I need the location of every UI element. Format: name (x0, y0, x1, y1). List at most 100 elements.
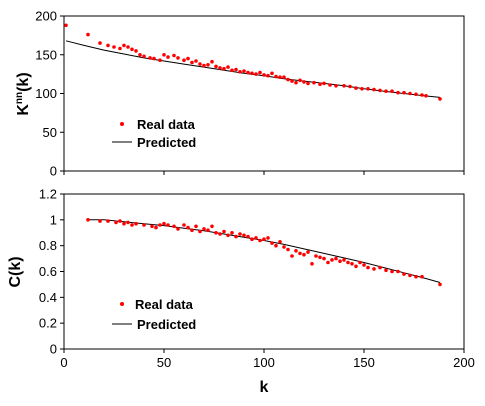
knn-real-data-point (378, 88, 382, 93)
clustering-real-data-point (190, 228, 194, 232)
knn-real-data-point (342, 84, 346, 88)
clustering-real-data-point (114, 220, 118, 225)
knn-real-data-point (152, 56, 156, 61)
knn-real-data-point (112, 45, 116, 49)
knn-legend: Real data Predicted (112, 117, 196, 150)
knn-real-data-point (282, 75, 286, 79)
clustering-real-data-point (290, 254, 294, 258)
clustering-real-data-point (166, 223, 170, 227)
knn-y-axis-label: Knn(k) (14, 72, 32, 115)
knn-real-data-point (354, 86, 358, 90)
knn-x-axis (63, 171, 465, 175)
clustering-real-data-point (258, 238, 262, 243)
knn-y-tick-label: 50 (43, 125, 57, 140)
knn-legend-real-marker (120, 122, 124, 126)
clustering-real-data-point (282, 245, 286, 249)
knn-real-data-point (366, 87, 370, 91)
clustering-real-data-point (396, 269, 400, 274)
knn-real-data-point (438, 97, 442, 101)
clustering-real-data-point (298, 251, 302, 256)
clustering-real-data-point (202, 227, 206, 231)
knn-real-data-point (186, 56, 190, 61)
knn-real-data-point (408, 91, 412, 96)
clustering-y-tick-label: 0.8 (39, 238, 57, 253)
clustering-real-data-point (230, 231, 234, 235)
clustering-real-data-point (314, 254, 318, 258)
knn-real-data-point (298, 78, 302, 83)
knn-real-data-point (384, 89, 388, 93)
clustering-real-data-point (194, 224, 198, 229)
clustering-real-data-point (302, 252, 306, 257)
clustering-real-data-point (246, 234, 250, 239)
clustering-real-data-point (210, 224, 214, 229)
clustering-real-data-point (346, 260, 350, 265)
clustering-real-data-point (372, 267, 376, 271)
clustering-x-tick-label: 150 (353, 355, 375, 370)
clustering-real-data-point (438, 282, 442, 287)
knn-real-data-point (176, 56, 180, 60)
knn-real-data-point (322, 81, 326, 86)
knn-real-data-point (286, 77, 290, 82)
clustering-real-data-point (322, 256, 326, 261)
knn-real-data-point (210, 59, 214, 64)
knn-real-data-point (250, 71, 254, 76)
clustering-real-data-point (162, 221, 166, 226)
knn-real-data-point (218, 66, 222, 70)
knn-real-data-point (106, 43, 110, 48)
knn-real-data-point (328, 83, 332, 87)
knn-real-data-point (190, 60, 194, 65)
clustering-x-tick-label: 200 (453, 355, 475, 370)
knn-real-data-point (162, 53, 166, 57)
knn-real-data-point (206, 63, 210, 67)
knn-legend-real-label: Real data (137, 117, 196, 132)
knn-real-data-point (294, 80, 298, 85)
clustering-real-data-point (270, 241, 274, 245)
clustering-real-data-point (310, 262, 314, 266)
knn-real-data-point (158, 58, 162, 62)
knn-real-data-point (202, 63, 206, 68)
knn-y-tick-label: 100 (35, 86, 57, 101)
clustering-real-data-point (402, 272, 406, 276)
clustering-real-data-point (118, 219, 122, 223)
knn-real-data-point (166, 55, 170, 59)
clustering-real-data-layer (86, 218, 442, 287)
clustering-real-data-point (154, 225, 158, 230)
clustering-y-tick-label: 0.2 (39, 316, 57, 331)
clustering-real-data-point (334, 256, 338, 261)
knn-real-data-point (194, 59, 198, 63)
knn-real-data-point (372, 87, 376, 92)
knn-real-data-point (270, 71, 274, 76)
knn-real-data-point (172, 53, 176, 58)
clustering-legend-real-label: Real data (135, 297, 194, 312)
knn-y-axis: 0 50 100 150 200 (35, 9, 64, 179)
knn-real-data-point (122, 43, 126, 48)
knn-real-data-point (230, 68, 234, 73)
clustering-y-tick-label: 1 (50, 212, 57, 227)
clustering-real-data-point (420, 274, 424, 279)
knn-real-data-point (98, 41, 102, 45)
knn-real-data-point (242, 69, 246, 73)
clustering-real-data-point (234, 234, 238, 239)
clustering-legend-predicted-label: Predicted (137, 317, 196, 332)
clustering-plot-area (63, 193, 465, 350)
clustering-real-data-point (86, 218, 90, 222)
clustering-real-data-point (358, 260, 362, 265)
clustering-real-data-point (176, 227, 180, 231)
clustering-real-data-point (414, 274, 418, 279)
knn-real-data-layer (64, 23, 442, 101)
clustering-real-data-point (318, 255, 322, 260)
knn-real-data-point (318, 82, 322, 86)
knn-real-data-point (390, 89, 394, 93)
knn-y-tick-label: 200 (35, 9, 57, 24)
clustering-real-data-point (342, 258, 346, 262)
clustering-real-data-point (262, 237, 266, 241)
clustering-x-tick-label: 50 (157, 355, 171, 370)
clustering-real-data-point (384, 268, 388, 273)
clustering-legend-real-marker (120, 302, 124, 306)
knn-real-data-point (402, 90, 406, 95)
clustering-real-data-point (158, 223, 162, 227)
clustering-y-tick-label: 0 (50, 342, 57, 357)
clustering-y-tick-label: 1.2 (39, 187, 57, 202)
clustering-y-tick-label: 0.6 (39, 264, 57, 279)
knn-chart: 0 50 100 150 200 Knn(k) Real data Predicted (14, 9, 465, 179)
